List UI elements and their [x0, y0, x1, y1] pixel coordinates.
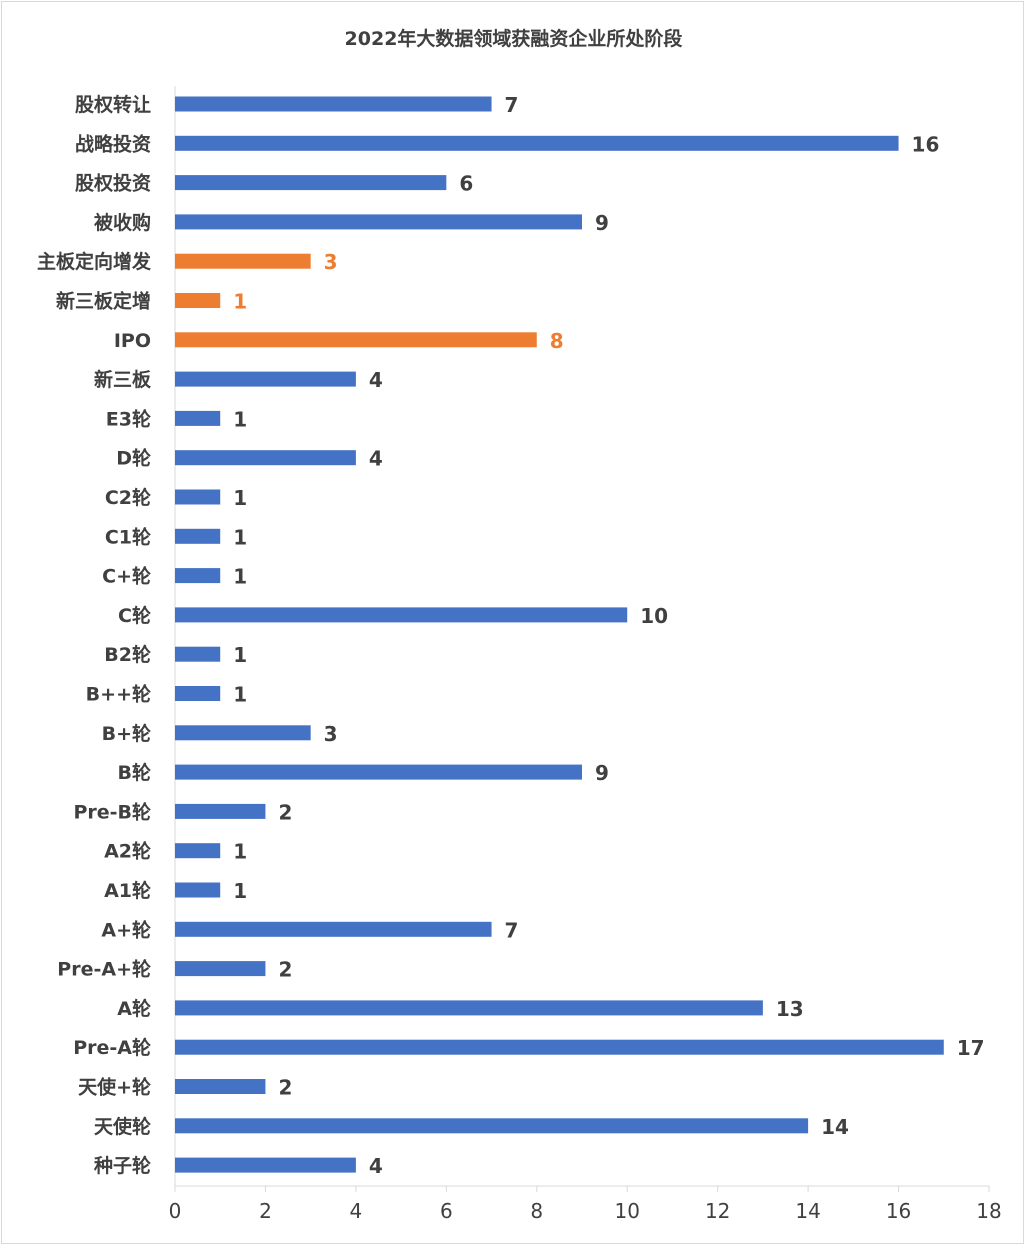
data-label: 1: [233, 840, 247, 864]
category-label: B2轮: [104, 643, 151, 666]
data-label: 1: [233, 486, 247, 510]
x-tick-label: 0: [169, 1199, 182, 1223]
x-tick-label: 10: [614, 1199, 639, 1223]
category-label: Pre-A+轮: [57, 958, 151, 981]
x-tick-label: 2: [259, 1199, 272, 1223]
bar: [175, 725, 311, 741]
bar: [175, 371, 356, 387]
bar: [175, 686, 221, 701]
category-label: D轮: [116, 447, 151, 470]
category-label: A+轮: [101, 918, 151, 941]
category-label: C2轮: [105, 486, 151, 509]
data-label: 6: [459, 172, 473, 196]
category-label: 新三板: [94, 368, 152, 391]
data-label: 7: [505, 93, 519, 117]
x-tick-label: 8: [530, 1199, 543, 1223]
data-label: 17: [957, 1036, 985, 1060]
bar: [175, 175, 447, 191]
category-label: 天使轮: [94, 1115, 151, 1138]
data-label: 4: [369, 368, 383, 392]
x-tick-label: 14: [795, 1199, 820, 1223]
category-label: A1轮: [104, 879, 151, 902]
category-label: A2轮: [104, 840, 151, 863]
category-label: E3轮: [106, 407, 151, 430]
category-label: A轮: [117, 997, 151, 1020]
data-label: 9: [595, 211, 609, 235]
bar: [175, 528, 221, 544]
data-label: 13: [776, 997, 804, 1021]
category-label: B+轮: [102, 722, 151, 745]
bar: [175, 803, 266, 819]
bar: [175, 450, 356, 466]
bar: [175, 135, 899, 151]
x-tick-label: 12: [705, 1199, 730, 1223]
x-tick-label: 4: [350, 1199, 363, 1223]
x-tick-label: 6: [440, 1199, 453, 1223]
chart-title: 2022年大数据领域获融资企业所处阶段: [344, 28, 683, 50]
data-label: 14: [821, 1115, 849, 1139]
bar: [175, 293, 221, 308]
data-label: 2: [278, 800, 292, 824]
bar: [175, 96, 492, 112]
bar: [175, 921, 492, 937]
bar: [175, 489, 221, 505]
category-label: 股权投资: [75, 172, 151, 195]
bar: [175, 1039, 944, 1055]
data-label: 8: [550, 329, 564, 353]
data-label: 1: [233, 683, 247, 707]
bar: [175, 1079, 266, 1094]
category-label: Pre-A轮: [73, 1036, 151, 1059]
data-label: 1: [233, 643, 247, 667]
x-tick-label: 18: [976, 1199, 1001, 1223]
data-label: 1: [233, 525, 247, 549]
data-label: 2: [278, 1076, 292, 1100]
category-label: C轮: [118, 604, 151, 627]
data-label: 7: [505, 918, 519, 942]
bar: [175, 568, 221, 584]
data-label: 2: [278, 958, 292, 982]
bar: [175, 882, 221, 898]
x-tick-label: 16: [886, 1199, 911, 1223]
data-label: 1: [233, 407, 247, 431]
bar: [175, 332, 537, 348]
category-label: 被收购: [94, 211, 151, 234]
data-label: 1: [233, 565, 247, 589]
bar: [175, 1157, 356, 1173]
bar: [175, 1118, 809, 1134]
data-label: 10: [640, 604, 668, 628]
category-label: Pre-B轮: [73, 800, 151, 823]
category-label: 种子轮: [93, 1154, 151, 1177]
bar: [175, 843, 221, 859]
bar: [175, 214, 582, 230]
category-label: C+轮: [102, 565, 151, 588]
bar: [175, 410, 221, 426]
data-label: 4: [369, 447, 383, 471]
category-label: C1轮: [105, 525, 151, 548]
bar: [175, 253, 311, 269]
category-label: 天使+轮: [78, 1076, 151, 1099]
data-label: 16: [912, 132, 940, 156]
bar: [175, 764, 582, 780]
category-label: 股权转让: [75, 93, 151, 116]
bar: [175, 607, 628, 623]
data-label: 1: [233, 879, 247, 903]
category-label: B++轮: [86, 683, 151, 706]
bar: [175, 1000, 763, 1016]
data-label: 4: [369, 1154, 383, 1178]
category-label: 主板定向增发: [37, 250, 152, 273]
bar: [175, 961, 266, 977]
data-label: 3: [324, 250, 338, 274]
bar: [175, 646, 221, 662]
data-label: 3: [324, 722, 338, 746]
category-label: 战略投资: [75, 132, 151, 155]
data-label: 1: [233, 290, 247, 314]
category-label: 新三板定增: [56, 290, 151, 313]
data-label: 9: [595, 761, 609, 785]
category-label: B轮: [118, 761, 151, 784]
category-label: IPO: [114, 330, 151, 352]
